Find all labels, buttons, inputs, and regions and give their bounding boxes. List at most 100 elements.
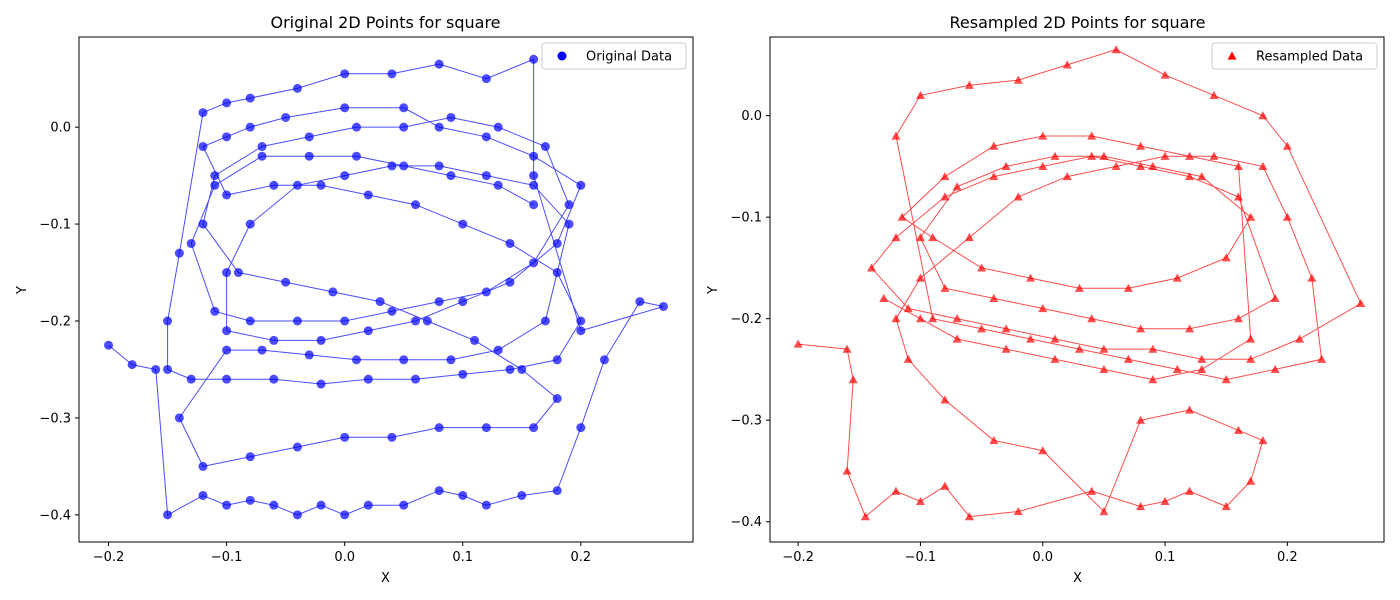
x-tick-label: −0.1 xyxy=(211,550,243,565)
data-point xyxy=(599,355,609,365)
data-point xyxy=(977,324,987,333)
data-point xyxy=(387,69,397,79)
data-point xyxy=(257,142,267,152)
data-point xyxy=(245,93,255,103)
data-point xyxy=(1148,375,1158,384)
data-point xyxy=(1246,212,1256,221)
data-point xyxy=(1221,253,1231,262)
data-point xyxy=(903,304,913,313)
data-point xyxy=(1282,212,1292,221)
data-point xyxy=(269,180,279,190)
data-point xyxy=(940,283,950,292)
data-point xyxy=(351,151,361,161)
data-point xyxy=(1123,283,1133,292)
data-point xyxy=(481,171,491,181)
data-point xyxy=(940,481,950,490)
data-point xyxy=(915,273,925,282)
data-point xyxy=(989,172,999,181)
data-point xyxy=(422,316,432,326)
series-layer xyxy=(104,54,668,520)
data-point xyxy=(915,314,925,323)
data-point xyxy=(493,122,503,132)
data-point xyxy=(540,142,550,152)
data-point xyxy=(1001,161,1011,171)
data-point xyxy=(529,54,539,64)
data-point xyxy=(1209,151,1219,160)
data-point xyxy=(399,500,409,510)
data-point xyxy=(1099,344,1109,353)
y-axis-label: Y xyxy=(15,286,30,295)
data-point xyxy=(411,200,421,210)
data-point xyxy=(481,132,491,142)
data-point xyxy=(104,340,114,350)
data-point xyxy=(1282,141,1292,150)
data-point xyxy=(658,301,668,311)
data-point xyxy=(458,219,468,229)
data-point xyxy=(292,510,302,520)
data-point xyxy=(1136,501,1146,511)
data-point xyxy=(174,248,184,258)
data-point xyxy=(222,132,232,142)
data-point xyxy=(304,151,314,161)
data-point xyxy=(292,316,302,326)
data-point xyxy=(1185,151,1195,160)
data-point xyxy=(1185,405,1195,414)
data-point xyxy=(1111,161,1121,171)
legend: Original Data xyxy=(541,42,687,70)
data-point xyxy=(891,314,901,323)
original-points-panel: Original 2D Points for square X Y −0.2 −0… xyxy=(15,13,694,586)
data-point xyxy=(1026,273,1036,282)
data-point xyxy=(903,354,913,363)
y-tick-label: 0.0 xyxy=(741,109,762,124)
data-point xyxy=(222,326,232,336)
x-tick-label: 0.0 xyxy=(1032,550,1053,565)
x-tick-label: 0.0 xyxy=(334,550,355,565)
data-point xyxy=(1001,344,1011,353)
data-point xyxy=(1197,364,1207,374)
data-point xyxy=(1221,375,1231,384)
y-tick-label: −0.4 xyxy=(39,508,71,523)
legend-box xyxy=(541,42,687,70)
data-point xyxy=(1087,151,1097,160)
data-point xyxy=(363,374,373,384)
data-point xyxy=(1185,172,1195,181)
x-tick-label: 0.2 xyxy=(1277,550,1298,565)
data-point xyxy=(1087,131,1097,140)
data-point xyxy=(458,369,468,379)
data-point xyxy=(1160,70,1170,79)
data-point xyxy=(198,219,208,229)
data-point xyxy=(891,131,901,140)
data-point xyxy=(446,355,456,365)
data-point xyxy=(891,486,901,495)
data-point xyxy=(328,287,338,297)
data-point xyxy=(1295,334,1305,343)
data-point xyxy=(848,375,858,384)
y-tick-label: −0.3 xyxy=(39,411,71,426)
data-point xyxy=(552,238,562,248)
data-point xyxy=(1062,60,1072,69)
data-point xyxy=(915,232,925,242)
chart-title: Resampled 2D Points for square xyxy=(950,13,1206,32)
data-point xyxy=(1026,334,1036,343)
data-point xyxy=(940,172,950,181)
data-point xyxy=(529,180,539,190)
data-point xyxy=(257,345,267,355)
data-point xyxy=(576,180,586,190)
data-point xyxy=(210,180,220,190)
data-point xyxy=(281,277,291,287)
data-point xyxy=(411,316,421,326)
data-point xyxy=(222,268,232,278)
data-point xyxy=(434,297,444,307)
data-point xyxy=(1013,507,1023,516)
data-point xyxy=(1123,354,1133,363)
data-point xyxy=(1038,304,1048,313)
data-point xyxy=(245,452,255,462)
data-point xyxy=(1258,161,1268,171)
data-point xyxy=(198,461,208,471)
data-point xyxy=(387,432,397,442)
data-point xyxy=(481,500,491,510)
data-point xyxy=(1356,298,1366,308)
data-point xyxy=(1209,90,1219,99)
data-point xyxy=(529,171,539,181)
data-point xyxy=(493,180,503,190)
